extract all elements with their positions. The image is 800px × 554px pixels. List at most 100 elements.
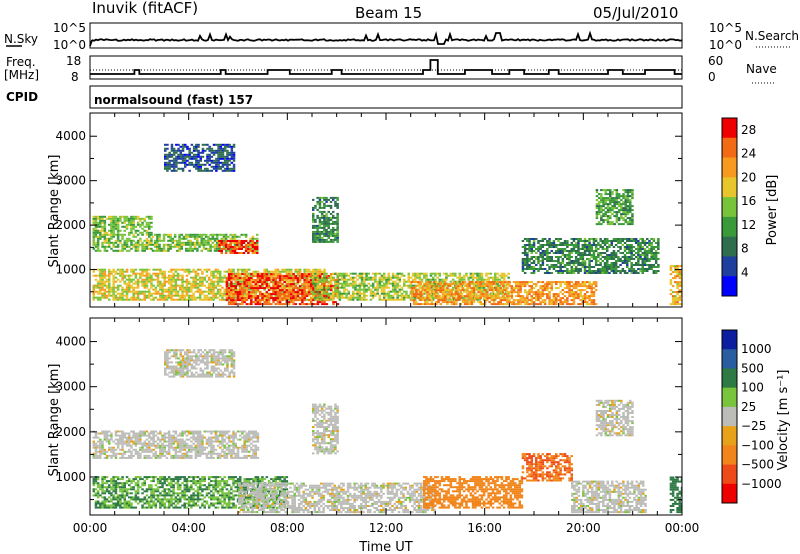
power-cell-1069 — [105, 296, 109, 299]
power-cell-2502 — [292, 287, 295, 290]
power-cell-1717 — [234, 278, 237, 281]
nsky-panel — [89, 22, 683, 49]
power-cell-1684 — [230, 292, 233, 295]
power-cell-4338 — [325, 212, 328, 215]
power-cell-1283 — [148, 274, 151, 277]
power-cell-168 — [121, 247, 124, 250]
power-cell-2514 — [294, 287, 297, 290]
power-cell-2654 — [321, 273, 324, 276]
power-cell-2823 — [336, 292, 339, 295]
power-cell-692 — [253, 242, 257, 244]
power-cell-4418 — [521, 268, 525, 270]
power-cell-264 — [139, 223, 142, 226]
power-cell-2250 — [241, 299, 244, 302]
power-cell-1409 — [174, 294, 178, 297]
power-cell-4140 — [572, 299, 576, 302]
power-cell-4720 — [579, 270, 582, 272]
power-cell-686 — [251, 240, 255, 242]
power-cell-4202 — [588, 287, 591, 290]
power-cell-429 — [189, 241, 192, 244]
power-cell-2485 — [290, 299, 293, 302]
power-cell-2966 — [367, 286, 370, 289]
power-cell-3596 — [421, 285, 425, 288]
power-cell-1455 — [183, 296, 186, 299]
power-cell-3567 — [415, 301, 418, 304]
power-cell-4263 — [316, 230, 319, 233]
power-cell-330 — [153, 241, 157, 244]
power-cell-1523 — [196, 288, 200, 291]
power-cell-3424 — [476, 274, 479, 277]
power-cell-448 — [196, 243, 199, 246]
power-cell-4223 — [592, 283, 596, 286]
power-cell-2318 — [256, 301, 260, 304]
power-cell-2740 — [314, 284, 317, 287]
power-cell-1593 — [210, 270, 213, 273]
power-cell-4188 — [583, 283, 587, 286]
power-cell-2670 — [325, 295, 329, 298]
power-cell-405 — [180, 237, 183, 240]
power-cell-4611 — [559, 264, 562, 266]
power-cell-4412 — [336, 206, 339, 209]
power-cell-2691 — [330, 287, 333, 290]
power-cell-4086 — [557, 299, 560, 302]
power-cell-3148 — [409, 282, 413, 285]
power-cell-2325 — [256, 281, 260, 284]
power-cell-3888 — [503, 289, 507, 292]
power-cell-1475 — [185, 268, 189, 271]
power-cell-875 — [206, 143, 209, 146]
power-cell-2276 — [245, 279, 249, 282]
power-cell-3957 — [521, 295, 525, 298]
power-cell-1881 — [265, 268, 269, 271]
power-cell-783 — [181, 143, 185, 146]
power-cell-4634 — [563, 264, 567, 266]
power-cell-553 — [231, 237, 235, 240]
power-cell-1291 — [150, 282, 153, 285]
power-cell-4259 — [316, 238, 319, 241]
power-cell-194 — [125, 237, 129, 240]
power-cell-1560 — [203, 268, 206, 271]
power-cell-1352 — [163, 290, 166, 293]
power-cell-4667 — [570, 270, 573, 272]
power-cell-3674 — [444, 295, 447, 298]
power-cell-4515 — [539, 248, 542, 250]
power-cell-795 — [186, 155, 189, 158]
power-cell-2888 — [349, 276, 353, 279]
power-cell-3790 — [477, 291, 480, 294]
power-cell-2964 — [365, 272, 368, 275]
power-cell-3869 — [499, 299, 502, 302]
power-cell-726 — [170, 169, 174, 172]
power-cell-3967 — [523, 285, 527, 288]
power-cell-3818 — [486, 299, 489, 302]
power-cell-442 — [193, 241, 197, 244]
power-cell-2599 — [312, 299, 315, 302]
power-cell-65 — [101, 221, 104, 224]
power-cell-3835 — [490, 299, 494, 302]
power-cell-4380 — [332, 216, 335, 219]
power-cell-4636 — [563, 254, 567, 256]
power-cell-1957 — [281, 270, 284, 273]
power-cell-4506 — [537, 242, 540, 244]
power-cell-3777 — [472, 291, 476, 294]
power-cell-939 — [221, 157, 225, 160]
power-cell-4706 — [577, 268, 580, 270]
power-cell-2905 — [354, 286, 357, 289]
power-cell-344 — [158, 245, 161, 248]
power-cell-1471 — [185, 280, 189, 283]
power-cell-2952 — [363, 280, 366, 283]
power-cell-4545 — [546, 256, 549, 258]
power-cell-2245 — [239, 285, 242, 288]
power-cell-1160 — [123, 276, 126, 279]
power-cell-1517 — [194, 276, 198, 279]
power-cell-3645 — [435, 285, 438, 288]
power-cell-2939 — [360, 278, 364, 281]
power-cell-3280 — [440, 280, 444, 283]
power-cell-3110 — [400, 298, 404, 301]
power-cell-457 — [198, 235, 201, 238]
power-cell-2299 — [252, 301, 255, 304]
power-cell-2380 — [267, 289, 271, 292]
power-cell-2347 — [261, 293, 264, 296]
power-cell-1430 — [176, 268, 180, 271]
power-cell-823 — [195, 165, 198, 168]
power-cell-2527 — [298, 303, 302, 306]
power-cell-402 — [180, 245, 183, 248]
